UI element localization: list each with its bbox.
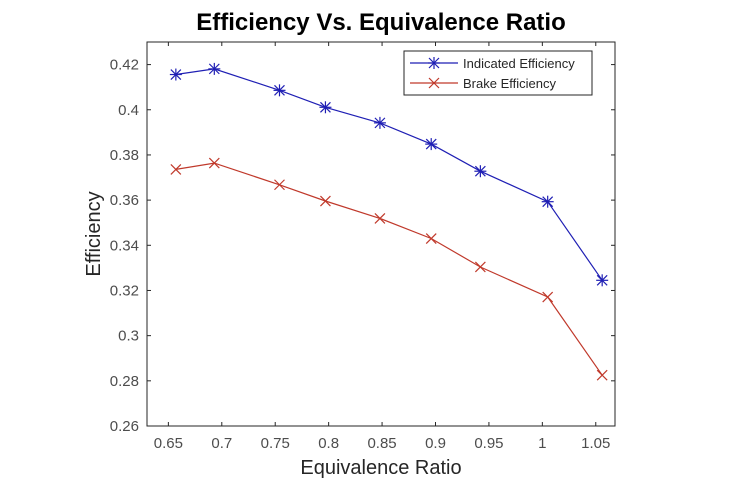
x-tick-label: 0.9 <box>425 435 446 452</box>
y-tick-label: 0.36 <box>110 192 139 209</box>
y-tick-label: 0.42 <box>110 57 139 74</box>
data-point-indicated <box>273 84 286 97</box>
x-tick-label: 0.8 <box>318 435 339 452</box>
series-line-brake <box>175 162 603 376</box>
y-tick-label: 0.28 <box>110 373 139 390</box>
legend-marker-brake <box>428 77 440 89</box>
x-axis-label: Equivalence Ratio <box>300 457 461 479</box>
data-point-indicated <box>474 165 487 178</box>
y-tick-label: 0.38 <box>110 147 139 164</box>
y-axis: 0.26 0.28 0.3 0.32 0.34 0.36 0.38 0.4 0.42 <box>110 57 615 435</box>
legend-box <box>403 50 593 96</box>
x-tick-label: 0.85 <box>367 435 396 452</box>
data-point-indicated <box>319 101 332 114</box>
legend-marker-indicated <box>428 57 440 69</box>
y-axis-label: Efficiency <box>83 191 105 276</box>
y-tick-label: 0.26 <box>110 418 139 435</box>
y-tick-label: 0.4 <box>118 102 139 119</box>
data-point-indicated <box>541 195 554 208</box>
x-tick-label: 0.7 <box>211 435 232 452</box>
x-tick-label: 0.95 <box>474 435 503 452</box>
x-tick-label: 0.75 <box>261 435 290 452</box>
data-point-indicated <box>169 68 182 81</box>
data-point-brake <box>208 157 220 169</box>
data-point-brake <box>596 369 608 381</box>
data-point-brake <box>542 291 554 303</box>
y-tick-label: 0.3 <box>118 328 139 345</box>
data-point-brake <box>320 195 331 207</box>
data-point-brake <box>374 212 386 224</box>
x-tick-label: 1.05 <box>581 435 610 452</box>
y-tick-label: 0.32 <box>110 282 139 299</box>
data-point-brake <box>170 163 182 175</box>
legend-label-brake: Brake Efficiency <box>463 76 556 91</box>
x-tick-label: 0.65 <box>154 435 183 452</box>
data-point-brake <box>425 233 437 244</box>
x-tick-label: 1 <box>538 435 546 452</box>
series-line-indicated <box>175 68 603 281</box>
data-point-indicated <box>208 62 221 75</box>
data-point-brake <box>274 179 285 191</box>
data-point-brake <box>474 261 486 273</box>
x-axis: 0.65 0.7 0.75 0.8 0.85 0.9 0.95 1 1.05 <box>154 42 610 452</box>
data-point-indicated <box>425 138 438 151</box>
data-point-indicated <box>596 274 609 287</box>
axes-box <box>146 41 616 427</box>
legend: Indicated Efficiency Brake Efficiency <box>403 50 593 96</box>
y-tick-label: 0.34 <box>110 237 139 254</box>
chart-title: Efficiency Vs. Equivalence Ratio <box>196 9 565 36</box>
legend-label-indicated: Indicated Efficiency <box>463 56 575 71</box>
series-layer <box>169 62 609 381</box>
data-point-indicated <box>373 116 386 129</box>
